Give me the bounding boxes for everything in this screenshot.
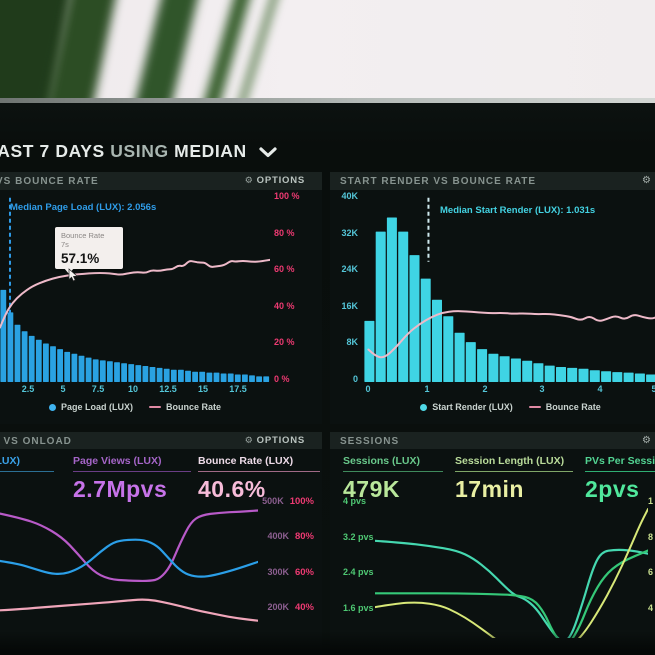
panel-header: START RENDER VS BOUNCE RATE ⚙ — [330, 172, 655, 190]
median-annotation: Median Start Render (LUX): 1.031s — [440, 205, 596, 216]
y-axis-bounce-rate: 100 % 80 % 60 % 40 % 20 % 0 % — [274, 191, 300, 384]
using-label: USING — [110, 141, 169, 161]
panel-title: START RENDER VS BOUNCE RATE — [340, 176, 537, 187]
tooltip-x-value: 7s — [61, 240, 69, 250]
panel-header: SESSIONS ⚙ — [330, 432, 655, 449]
y-axis-sessions: 40K 32K 24K 16K 8K 0 — [341, 191, 358, 384]
left-axis-pvs: 4 pvs 3.2 pvs 2.4 pvs 1.6 pvs — [343, 496, 374, 613]
onload-line-chart[interactable] — [0, 498, 258, 638]
right-axis-cut: 1 8 6 4 — [648, 496, 654, 613]
legend: Start Render (LUX) Bounce Rate — [364, 402, 655, 412]
page-load-histogram[interactable] — [0, 194, 270, 382]
stat-underline — [455, 471, 573, 472]
stat-underline — [198, 471, 320, 472]
hover-tooltip: Bounce Rate 7s 57.1% — [55, 227, 123, 274]
background-photo — [0, 0, 655, 103]
date-range-label: LAST 7 DAYS — [0, 141, 105, 161]
legend: Page Load (LUX) Bounce Rate — [0, 402, 270, 412]
mouse-cursor-icon — [68, 268, 79, 282]
stat-page-views: Page Views (LUX) 2.7Mpvs — [73, 455, 191, 503]
cyan-dot-icon — [420, 403, 428, 411]
legend-start-render[interactable]: Start Render (LUX) — [420, 402, 513, 412]
panel-header: VS BOUNCE RATE ⚙ OPTIONS — [0, 172, 322, 190]
panel-sessions: SESSIONS ⚙ Sessions (LUX) 479K Session L… — [330, 432, 655, 655]
right-axis-pageviews-bounce: 500K 100% 400K 80% 300K 60% 200K 40% — [262, 496, 314, 613]
legend-page-load[interactable]: Page Load (LUX) — [48, 402, 133, 412]
stat-onload: (LUX) — [0, 455, 54, 472]
median-label: MEDIAN — [174, 141, 247, 161]
gear-icon[interactable]: ⚙ — [642, 435, 651, 446]
panel-title: VS BOUNCE RATE — [0, 176, 99, 187]
gear-icon: ⚙ — [244, 435, 254, 445]
stat-underline — [585, 471, 655, 472]
panel-vs-onload: S VS ONLOAD ⚙OPTIONS (LUX) Page Views (L… — [0, 432, 322, 655]
start-render-histogram[interactable] — [364, 194, 655, 382]
options-button[interactable]: ⚙ OPTIONS — [244, 175, 305, 186]
tooltip-value: 57.1% — [61, 250, 100, 266]
pink-dash-icon — [528, 405, 541, 409]
median-annotation: Median Page Load (LUX): 2.056s — [10, 202, 157, 213]
options-button[interactable]: ⚙ OPTIONS — [244, 435, 305, 446]
stat-pvs-per-session: PVs Per Session 2pvs — [585, 455, 655, 503]
stat-bounce-rate: Bounce Rate (LUX) 40.6% — [198, 455, 320, 503]
date-range-selector[interactable]: LAST 7 DAYS USING MEDIAN — [0, 141, 277, 162]
stat-sessions: Sessions (LUX) 479K — [343, 455, 443, 503]
stat-underline — [73, 471, 191, 472]
sessions-line-chart[interactable] — [375, 498, 648, 638]
stat-session-length: Session Length (LUX) 17min — [455, 455, 573, 503]
stat-underline — [343, 471, 443, 472]
panel-header: S VS ONLOAD ⚙OPTIONS — [0, 432, 322, 449]
plant-leaf — [124, 0, 204, 103]
panel-title: SESSIONS — [340, 436, 400, 447]
monitor-bezel — [0, 98, 655, 103]
chevron-down-icon — [259, 147, 277, 158]
legend-bounce-rate[interactable]: Bounce Rate — [149, 402, 221, 412]
panel-start-render-vs-bounce: START RENDER VS BOUNCE RATE ⚙ 40K 32K 24… — [330, 172, 655, 424]
pink-dash-icon — [149, 405, 161, 409]
gear-icon: ⚙ — [244, 175, 254, 185]
gear-icon[interactable]: ⚙ — [642, 175, 651, 186]
panel-title: S VS ONLOAD — [0, 436, 72, 447]
legend-bounce-rate[interactable]: Bounce Rate — [528, 402, 601, 412]
stat-underline — [0, 471, 54, 472]
panel-page-load-vs-bounce: VS BOUNCE RATE ⚙ OPTIONS Median Page Load… — [0, 172, 322, 424]
dashboard-screen: LAST 7 DAYS USING MEDIAN VS BOUNCE RATE … — [0, 103, 655, 655]
tooltip-title: Bounce Rate — [61, 231, 105, 240]
blue-dot-icon — [48, 403, 56, 411]
